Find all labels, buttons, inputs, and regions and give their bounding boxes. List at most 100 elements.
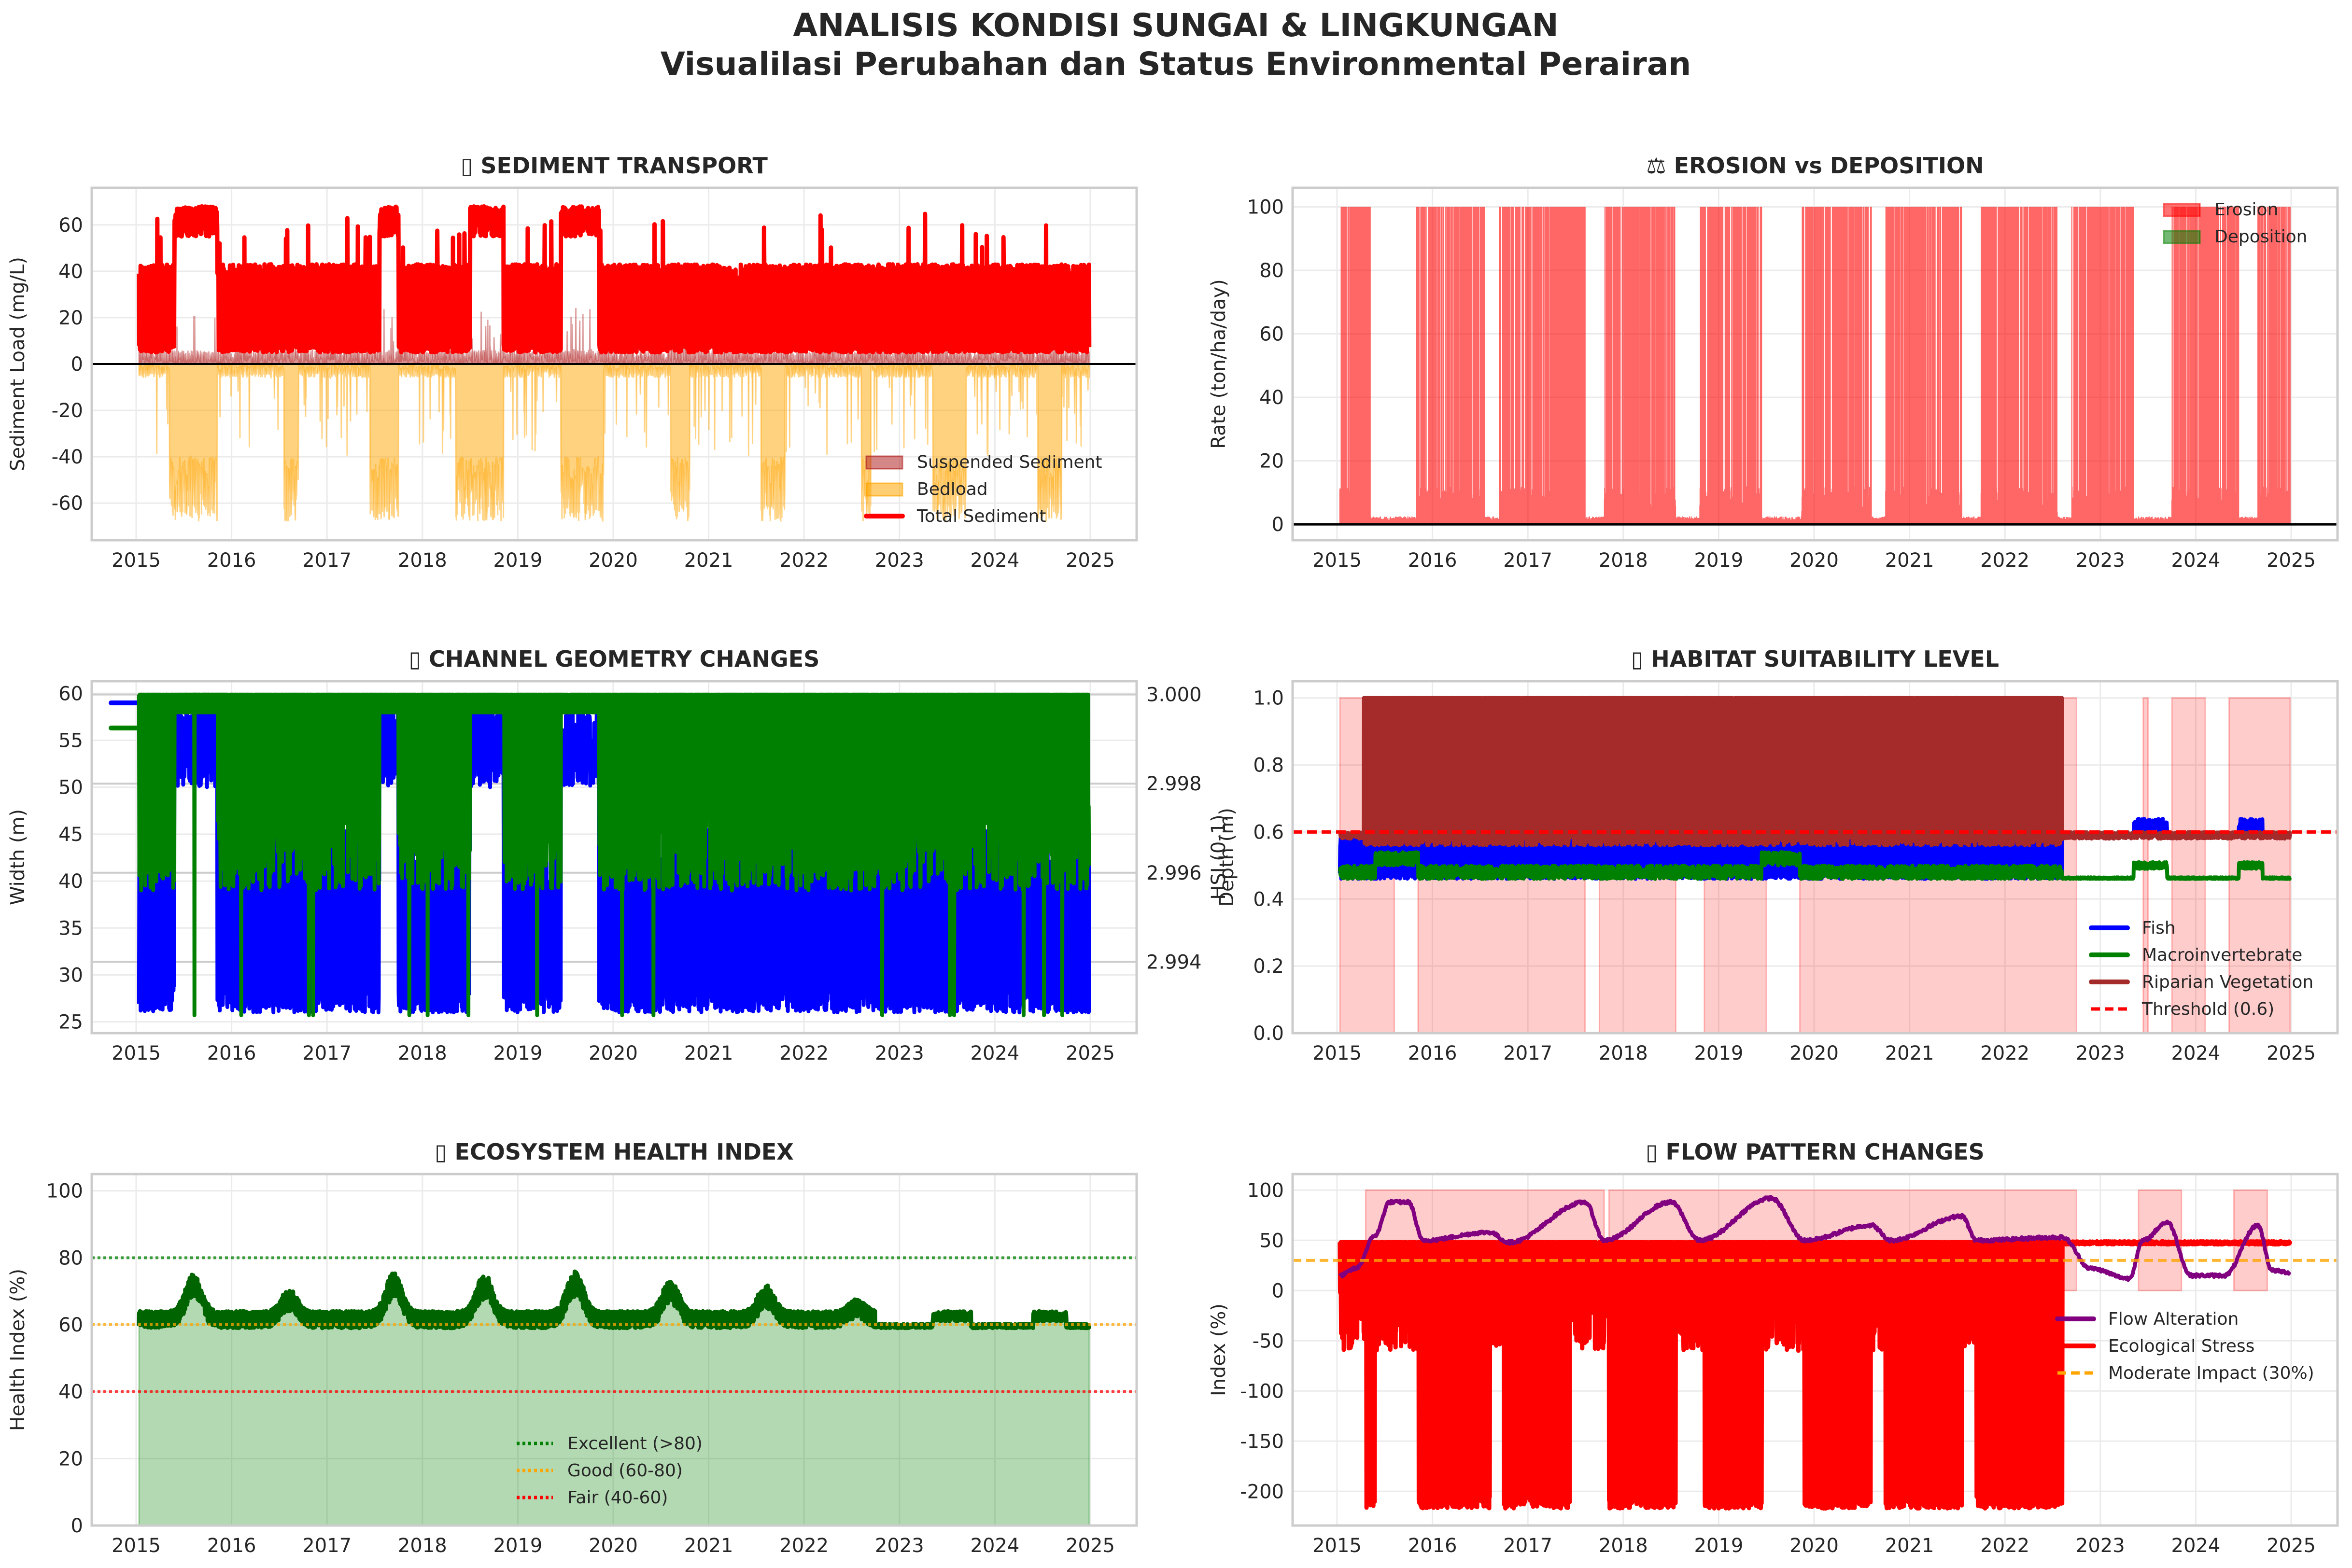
legend-item: Good (60-80) bbox=[517, 1461, 683, 1481]
legend-item: Bedload bbox=[865, 479, 988, 499]
legend: Erosion Deposition bbox=[2163, 200, 2307, 247]
plot-area bbox=[137, 692, 1091, 1018]
x-tick-label: 2023 bbox=[875, 1535, 924, 1557]
x-tick-label: 2018 bbox=[398, 1042, 447, 1064]
x-tick-label: 2015 bbox=[112, 549, 161, 572]
legend-item: Riparian Vegetation bbox=[2089, 972, 2313, 992]
habitat-suitability-panel: ▯ HABITAT SUITABILITY LEVEL 2015 2016 2017 2… bbox=[1208, 646, 2339, 1064]
panel-title: ▯ CHANNEL GEOMETRY CHANGES bbox=[409, 646, 820, 672]
panel-title: ⚖ EROSION vs DEPOSITION bbox=[1646, 153, 1984, 179]
y-tick-label: 60 bbox=[58, 683, 83, 705]
x-tick-label: 2022 bbox=[779, 1042, 829, 1064]
y-axis-label: Rate (ton/ha/day) bbox=[1208, 279, 1230, 449]
channel-geometry-panel: ▯ CHANNEL GEOMETRY CHANGES 2015 2016 2017 20… bbox=[7, 646, 1238, 1064]
legend-item: Macroinvertebrate bbox=[2089, 945, 2302, 965]
y-tick-label: 0.6 bbox=[1253, 821, 1284, 843]
x-tick-label: 2016 bbox=[207, 1042, 256, 1064]
legend-label: Suspended Sediment bbox=[917, 452, 1102, 472]
health-index-line bbox=[137, 1269, 1092, 1330]
x-tick-label: 2022 bbox=[1980, 1042, 2029, 1064]
y2-axis-label: Depth (m) bbox=[1216, 808, 1238, 907]
legend-item: Threshold (0.6) bbox=[2091, 999, 2274, 1019]
panel-title: ▯ HABITAT SUITABILITY LEVEL bbox=[1631, 646, 1999, 672]
y-tick-label: -150 bbox=[1240, 1430, 1284, 1453]
x-tick-label: 2024 bbox=[2171, 1535, 2221, 1557]
legend-swatch bbox=[2163, 230, 2201, 244]
y-tick-label: -200 bbox=[1240, 1481, 1284, 1503]
erosion-deposition-panel: ⚖ EROSION vs DEPOSITION 2015 2016 2017 2018 2… bbox=[1208, 153, 2339, 572]
figure-title: ANALISIS KONDISI SUNGAI & LINGKUNGAN bbox=[793, 7, 1559, 44]
y-axis-label: Index (%) bbox=[1208, 1303, 1230, 1396]
x-tick-label: 2022 bbox=[1980, 549, 2029, 572]
y-tick-label: 55 bbox=[58, 729, 83, 752]
y-tick-label: -40 bbox=[52, 446, 83, 468]
legend: Excellent (>80) Good (60-80) Fair (40-60) bbox=[517, 1434, 703, 1508]
x-tick-label: 2020 bbox=[1789, 549, 1839, 572]
depth-line bbox=[137, 692, 1091, 1018]
legend-item: Deposition bbox=[2163, 227, 2307, 247]
legend-item: Moderate Impact (30%) bbox=[2057, 1363, 2314, 1383]
y-tick-label: 50 bbox=[1259, 1230, 1284, 1252]
y2-tick-label: 2.994 bbox=[1146, 951, 1202, 973]
legend-label: Deposition bbox=[2214, 227, 2307, 247]
legend-label: Riparian Vegetation bbox=[2142, 972, 2313, 992]
x-tick-label: 2015 bbox=[1312, 1535, 1362, 1557]
y-tick-label: 0 bbox=[1272, 514, 1284, 536]
x-tick-label: 2016 bbox=[1408, 1535, 1457, 1557]
plot-area bbox=[1293, 1189, 2338, 1511]
y-axis-label: Health Index (%) bbox=[7, 1269, 29, 1431]
x-tick-label: 2019 bbox=[1694, 549, 1744, 572]
x-tick-label: 2015 bbox=[112, 1535, 161, 1557]
legend-item: Suspended Sediment bbox=[865, 452, 1102, 472]
y-tick-label: 0.0 bbox=[1253, 1022, 1284, 1045]
y-tick-label: 0 bbox=[71, 353, 83, 376]
axes-frame bbox=[90, 1173, 1138, 1527]
ecosystem-health-panel: ▯ ECOSYSTEM HEALTH INDEX 2015 2016 2017 2018… bbox=[7, 1139, 1138, 1557]
legend-swatch bbox=[865, 482, 903, 497]
x-tick-label: 2024 bbox=[2171, 549, 2221, 572]
y-tick-label: 1.0 bbox=[1253, 687, 1284, 710]
y-tick-label: 0.8 bbox=[1253, 755, 1284, 777]
x-tick-label: 2015 bbox=[1312, 1042, 1362, 1064]
y-tick-label: 80 bbox=[1259, 260, 1284, 282]
y-tick-label: 50 bbox=[58, 777, 83, 799]
y-tick-label: 100 bbox=[1247, 1179, 1284, 1202]
legend: Suspended Sediment Bedload Total Sediment bbox=[864, 452, 1102, 526]
figure-subtitle: Visualilasi Perubahan dan Status Environ… bbox=[661, 45, 1691, 83]
y-tick-label: 25 bbox=[58, 1011, 83, 1034]
y-tick-label: 45 bbox=[58, 824, 83, 846]
x-tick-label: 2025 bbox=[1066, 1535, 1115, 1557]
y-tick-label: 40 bbox=[58, 261, 83, 283]
x-tick-label: 2018 bbox=[398, 549, 447, 572]
panel-title: ▯ ECOSYSTEM HEALTH INDEX bbox=[435, 1139, 794, 1165]
x-tick-label: 2019 bbox=[493, 1535, 543, 1557]
y-axis-label: Width (m) bbox=[7, 809, 29, 905]
x-tick-label: 2021 bbox=[684, 1535, 733, 1557]
y-tick-label: 20 bbox=[58, 1448, 83, 1470]
x-tick-label: 2017 bbox=[1503, 1042, 1552, 1064]
x-tick-label: 2018 bbox=[1599, 549, 1648, 572]
y-tick-label: -60 bbox=[52, 492, 83, 515]
y-tick-label: 40 bbox=[58, 870, 83, 893]
legend-item: Total Sediment bbox=[864, 506, 1046, 526]
y-axis-label: Sediment Load (mg/L) bbox=[7, 257, 29, 471]
y-tick-label: 20 bbox=[58, 307, 83, 329]
panel-title: ▯ FLOW PATTERN CHANGES bbox=[1646, 1139, 1985, 1165]
x-tick-label: 2017 bbox=[1503, 549, 1552, 572]
legend: Flow Alteration Ecological Stress Moderate… bbox=[2055, 1309, 2314, 1383]
legend-label: Total Sediment bbox=[916, 506, 1046, 526]
sediment-transport-panel: ▯ SEDIMENT TRANSPORT 2015 2016 2017 2018 2019… bbox=[7, 153, 1138, 572]
x-tick-label: 2024 bbox=[2171, 1042, 2221, 1064]
legend-item: Ecological Stress bbox=[2055, 1336, 2254, 1356]
legend-label: Excellent (>80) bbox=[567, 1434, 703, 1454]
y-tick-label: 60 bbox=[1259, 323, 1284, 346]
panel-title: ▯ SEDIMENT TRANSPORT bbox=[461, 153, 768, 179]
x-tick-label: 2023 bbox=[2076, 549, 2125, 572]
x-tick-label: 2024 bbox=[971, 1535, 1020, 1557]
legend-label: Fish bbox=[2142, 918, 2176, 938]
x-tick-label: 2017 bbox=[302, 1535, 352, 1557]
y-tick-label: 100 bbox=[1247, 196, 1284, 218]
y-tick-label: 0 bbox=[71, 1515, 83, 1537]
y-tick-label: 0 bbox=[1272, 1280, 1284, 1302]
